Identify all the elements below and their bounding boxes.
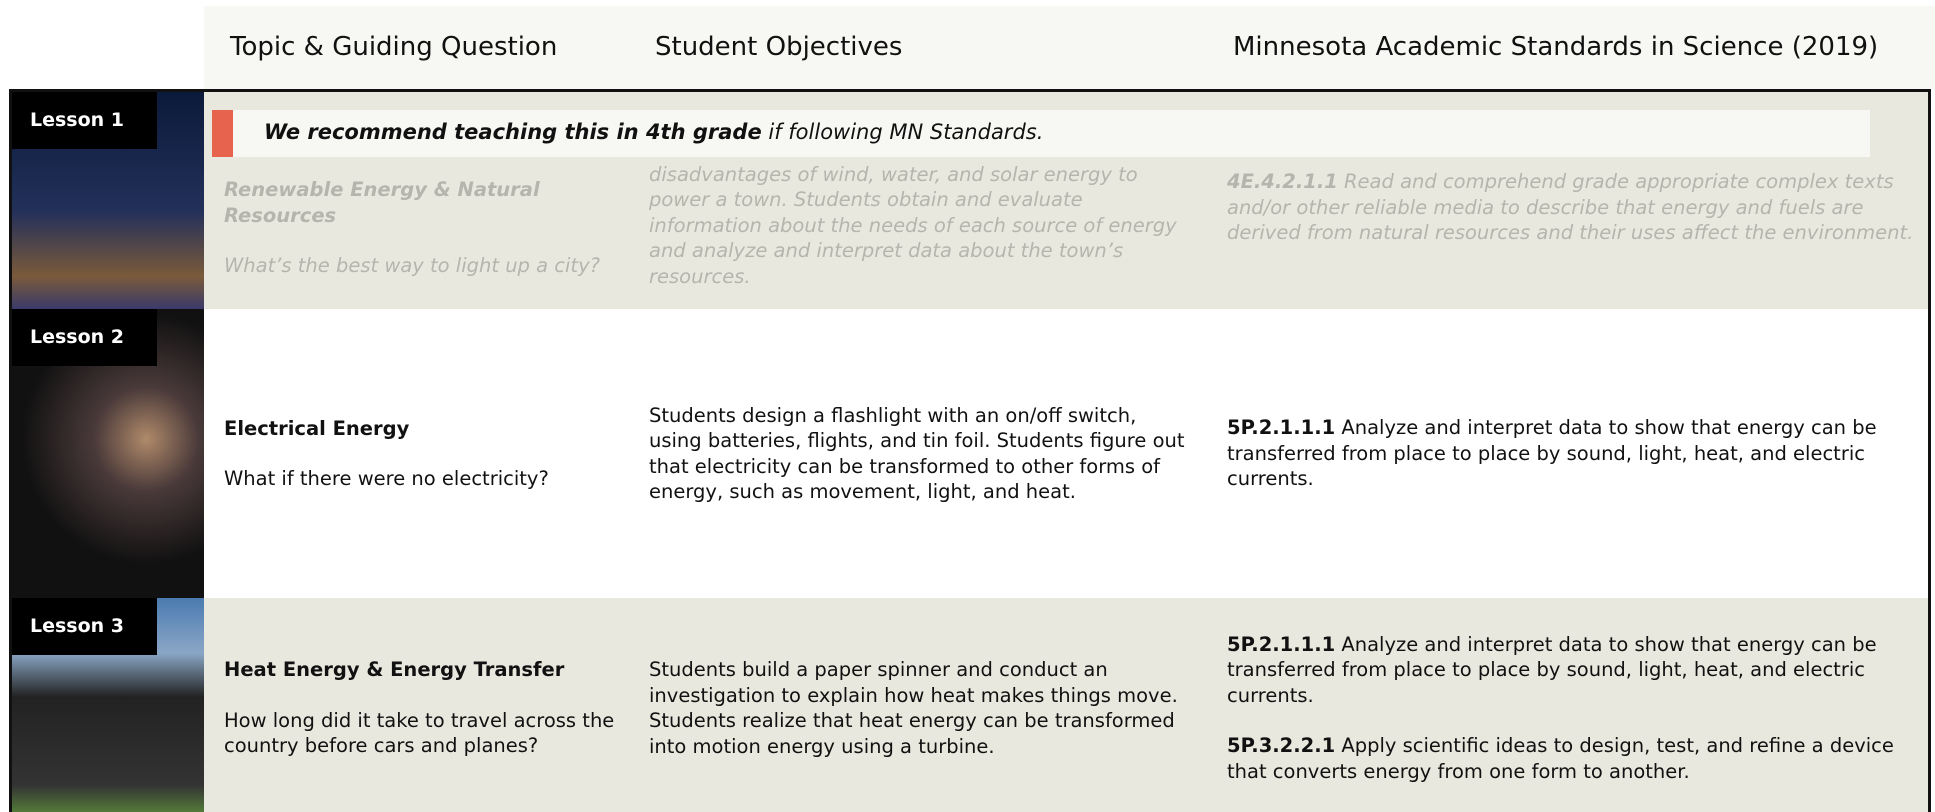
- banner-accent: [212, 110, 233, 157]
- lesson-label: Lesson 3: [12, 598, 157, 655]
- standard-code: 5P.3.2.2.1: [1227, 734, 1336, 758]
- standards-cell: 4E.4.2.1.1 Read and comprehend grade app…: [1227, 92, 1917, 309]
- standard-text: Read and comprehend grade appropriate co…: [1227, 170, 1914, 245]
- lesson-label: Lesson 1: [12, 92, 157, 149]
- banner-text: if following MN Standards.: [761, 120, 1044, 144]
- standard: 4E.4.2.1.1 Read and comprehend grade app…: [1227, 169, 1917, 246]
- lesson-row: Lesson 3 Heat Energy & Energy Transfer How…: [12, 598, 1928, 812]
- lesson-label: Lesson 2: [12, 309, 157, 366]
- objectives: Students build a paper spinner and condu…: [649, 658, 1178, 758]
- standard-code: 5P.2.1.1.1: [1227, 632, 1336, 656]
- topic-cell: Renewable Energy & Natural Resources What…: [224, 92, 624, 309]
- column-header: Minnesota Academic Standards in Science …: [1233, 32, 1879, 62]
- standard: 5P.3.2.2.1 Apply scientific ideas to des…: [1227, 733, 1917, 784]
- topic-cell: Heat Energy & Energy Transfer How long di…: [224, 598, 624, 812]
- standard-text: Analyze and interpret data to show that …: [1227, 416, 1877, 491]
- guiding-question: How long did it take to travel across th…: [224, 708, 615, 758]
- header: [204, 6, 1935, 89]
- column-header: Student Objectives: [655, 32, 903, 62]
- standards-cell: 5P.2.1.1.1 Analyze and interpret data to…: [1227, 309, 1917, 598]
- recommendation-banner: We recommend teaching this in 4th grade …: [212, 110, 1870, 157]
- objectives-cell: Students design a flashlight with an on/…: [649, 309, 1189, 598]
- banner-bold: We recommend teaching this in 4th grade: [264, 120, 762, 144]
- topic: Electrical Energy: [224, 416, 410, 440]
- standard-code: 4E.4.2.1.1: [1227, 170, 1338, 194]
- objectives-cell: disadvantages of wind, water, and solar …: [649, 92, 1189, 309]
- standard-code: 5P.2.1.1.1: [1227, 416, 1336, 440]
- column-header: Topic & Guiding Question: [230, 32, 558, 62]
- guiding-question: What’s the best way to light up a city?: [224, 254, 600, 278]
- topic: Heat Energy & Energy Transfer: [224, 658, 565, 682]
- standard: 5P.2.1.1.1 Analyze and interpret data to…: [1227, 415, 1917, 492]
- standard-text: Apply scientific ideas to design, test, …: [1227, 734, 1894, 783]
- lesson-table: Lesson 1 Renewable Energy & Natural Resou…: [9, 89, 1931, 812]
- standard-text: Analyze and interpret data to show that …: [1227, 632, 1877, 707]
- objectives: Students design a flashlight with an on/…: [649, 403, 1185, 504]
- objectives-cell: Students build a paper spinner and condu…: [649, 598, 1189, 812]
- guiding-question: What if there were no electricity?: [224, 467, 549, 490]
- standard: 5P.2.1.1.1 Analyze and interpret data to…: [1227, 632, 1917, 709]
- topic-cell: Electrical Energy What if there were no e…: [224, 309, 624, 598]
- topic: Renewable Energy & Natural Resources: [224, 178, 540, 227]
- objectives: disadvantages of wind, water, and solar …: [649, 162, 1177, 288]
- lesson-row: Lesson 2 Electrical Energy What if there w…: [12, 309, 1928, 598]
- standards-cell: 5P.2.1.1.1 Analyze and interpret data to…: [1227, 598, 1917, 812]
